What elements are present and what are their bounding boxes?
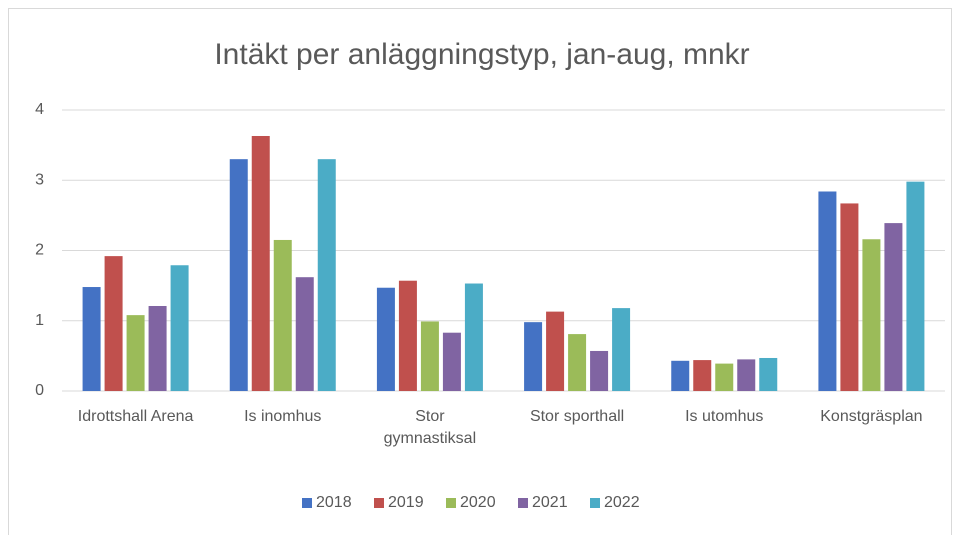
bar (759, 357, 778, 391)
y-tick-label: 1 (35, 312, 44, 329)
bar (126, 315, 145, 391)
bar (251, 135, 270, 391)
bar (715, 363, 734, 391)
bar (840, 203, 859, 391)
bar (376, 287, 395, 391)
legend-swatch (374, 498, 384, 508)
bar (693, 360, 712, 391)
y-tick-label: 4 (35, 101, 44, 118)
chart-border (8, 8, 952, 535)
bar (82, 287, 101, 391)
x-tick-label: Is inomhus (244, 408, 322, 425)
x-tick-label: Stor gymnastiksal (383, 408, 477, 447)
bar (524, 322, 543, 391)
x-tick-label: Is utomhus (685, 408, 764, 425)
bar (568, 334, 587, 391)
bar (884, 223, 903, 391)
bar (862, 239, 881, 391)
legend-swatch (446, 498, 456, 508)
bar (906, 181, 925, 391)
legend-swatch (302, 498, 312, 508)
bar (148, 305, 167, 391)
y-tick-label: 3 (35, 171, 44, 188)
x-tick-label: Konstgräsplan (820, 408, 923, 425)
bar (317, 159, 336, 391)
bar (671, 360, 690, 391)
x-tick-label: Stor sporthall (529, 408, 625, 425)
bar (170, 265, 189, 391)
x-tick-label: Idrottshall Arena (77, 408, 194, 425)
bar (546, 311, 565, 391)
bar (398, 280, 417, 391)
bar (612, 308, 631, 391)
bar (590, 350, 609, 391)
bar (104, 256, 123, 391)
legend-label: 2020 (460, 494, 496, 511)
legend-label: 2019 (388, 494, 424, 511)
legend-swatch (518, 498, 528, 508)
bar (295, 277, 314, 391)
legend-label: 2021 (532, 494, 568, 511)
bar (737, 359, 756, 391)
bar (464, 283, 483, 391)
y-tick-label: 0 (35, 382, 44, 399)
bar (229, 159, 248, 391)
legend-label: 2022 (604, 494, 640, 511)
legend-swatch (590, 498, 600, 508)
bar (273, 239, 292, 391)
bar (818, 191, 837, 391)
y-tick-label: 2 (35, 242, 44, 259)
legend-label: 2018 (316, 494, 352, 511)
bar (442, 332, 461, 391)
bar (420, 321, 439, 391)
chart-title: Intäkt per anläggningstyp, jan-aug, mnkr (214, 38, 749, 71)
